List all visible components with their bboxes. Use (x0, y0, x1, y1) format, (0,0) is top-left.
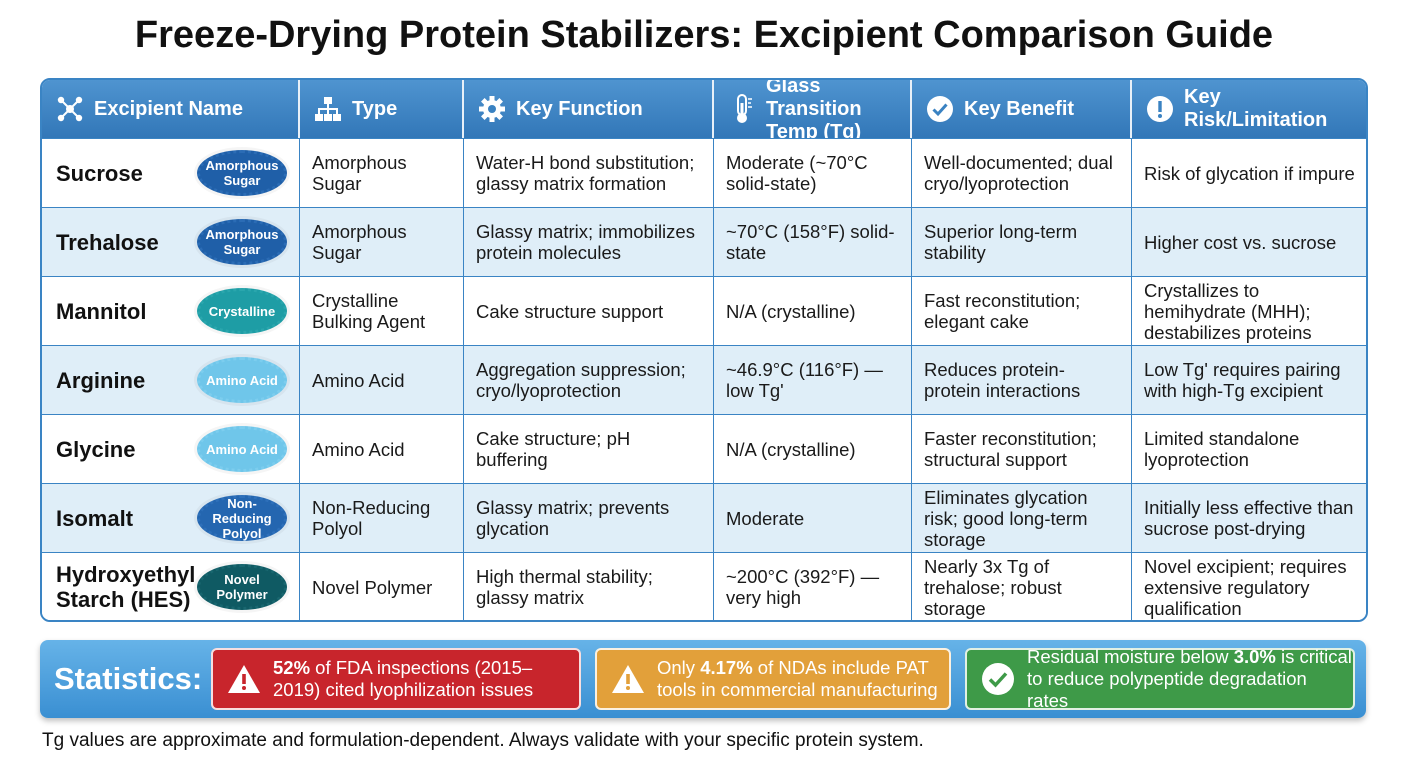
benefit-cell: Nearly 3x Tg of trehalose; robust storag… (912, 552, 1132, 620)
stat-highlight: 3.0% (1233, 646, 1276, 667)
excipient-name: Glycine (56, 436, 136, 462)
molecule-icon (56, 95, 84, 123)
stat-body: of NDAs include PAT tools in commercial … (657, 657, 938, 700)
header-key-risk: Key Risk/Limitation (1132, 80, 1366, 138)
excipient-name-cell: Trehalose Amorphous Sugar (42, 207, 300, 276)
header-label: Key Benefit (964, 97, 1075, 120)
stat-prefix: Residual moisture below (1027, 646, 1234, 667)
gear-icon (478, 95, 506, 123)
benefit-cell: Fast reconstitution; elegant cake (912, 276, 1132, 345)
hierarchy-icon (314, 95, 342, 123)
tg-cell: N/A (crystalline) (714, 276, 912, 345)
statistics-bar: Statistics: 52% of FDA inspections (2015… (40, 640, 1366, 718)
category-badge: Amino Acid (197, 426, 287, 472)
excipient-name-cell: Isomalt Non-Reducing Polyol (42, 483, 300, 552)
category-badge: Amorphous Sugar (197, 150, 287, 196)
benefit-cell: Superior long-term stability (912, 207, 1132, 276)
stat-residual-moisture: Residual moisture below 3.0% is critical… (965, 646, 1355, 712)
page-title: Freeze-Drying Protein Stabilizers: Excip… (134, 14, 1274, 56)
function-cell: Water-H bond substitution; glassy matrix… (464, 138, 714, 207)
benefit-cell: Eliminates glycation risk; good long-ter… (912, 483, 1132, 552)
excipient-name: Trehalose (56, 229, 159, 255)
tg-cell: N/A (crystalline) (714, 414, 912, 483)
category-badge: Amorphous Sugar (197, 219, 287, 265)
function-cell: Glassy matrix; prevents glycation (464, 483, 714, 552)
stat-highlight: 4.17% (700, 657, 753, 678)
tg-cell: ~46.9°C (116°F) — low Tg' (714, 345, 912, 414)
type-cell: Non-Reducing Polyol (300, 483, 464, 552)
header-label: Glass Transition Temp (Tg) (766, 78, 862, 143)
header-tg: Glass Transition Temp (Tg) (714, 80, 912, 143)
risk-cell: Initially less effective than sucrose po… (1132, 483, 1366, 552)
type-cell: Novel Polymer (300, 552, 464, 620)
header-label: Key Risk/Limitation (1184, 86, 1328, 131)
stat-nda-pat: Only 4.17% of NDAs include PAT tools in … (595, 648, 951, 710)
header-excipient-name: Excipient Name (42, 80, 300, 138)
statistics-label: Statistics: (54, 661, 203, 696)
function-cell: Aggregation suppression; cryo/lyoprotect… (464, 345, 714, 414)
tg-cell: Moderate (714, 483, 912, 552)
type-cell: Amino Acid (300, 345, 464, 414)
excipient-name-cell: Glycine Amino Acid (42, 414, 300, 483)
stat-fda-inspections: 52% of FDA inspections (2015–2019) cited… (211, 648, 581, 710)
stat-text: 52% of FDA inspections (2015–2019) cited… (273, 657, 579, 701)
excipient-name-cell: Arginine Amino Acid (42, 345, 300, 414)
stat-highlight: 52% (273, 657, 311, 678)
header-label: Excipient Name (94, 97, 243, 120)
tg-cell: Moderate (~70°C solid-state) (714, 138, 912, 207)
benefit-cell: Well-documented; dual cryo/lyoprotection (912, 138, 1132, 207)
risk-cell: Crystallizes to hemihydrate (MHH); desta… (1132, 276, 1366, 345)
thermometer-icon (728, 94, 756, 123)
header-type: Type (300, 80, 464, 138)
function-cell: Cake structure support (464, 276, 714, 345)
risk-cell: Low Tg' requires pairing with high-Tg ex… (1132, 345, 1366, 414)
excipient-name: Isomalt (56, 505, 134, 531)
function-cell: Cake structure; pH buffering (464, 414, 714, 483)
exclamation-circle-icon (1146, 95, 1174, 123)
excipient-table: Excipient Name Type Key Function Glass T… (40, 78, 1368, 622)
warning-icon (225, 660, 263, 698)
excipient-name-cell: Hydroxyethyl Starch (HES) Novel Polymer (42, 552, 300, 620)
stat-text: Only 4.17% of NDAs include PAT tools in … (657, 657, 949, 701)
tg-cell: ~200°C (392°F) — very high (714, 552, 912, 620)
type-cell: Amorphous Sugar (300, 138, 464, 207)
excipient-name-cell: Mannitol Crystalline (42, 276, 300, 345)
header-label: Key Function (516, 97, 643, 120)
risk-cell: Limited standalone lyoprotection (1132, 414, 1366, 483)
function-cell: Glassy matrix; immobilizes protein molec… (464, 207, 714, 276)
category-badge: Non-Reducing Polyol (197, 495, 287, 541)
benefit-cell: Faster reconstitution; structural suppor… (912, 414, 1132, 483)
excipient-name: Arginine (56, 367, 146, 393)
footnote: Tg values are approximate and formulatio… (42, 730, 924, 751)
header-key-function: Key Function (464, 80, 714, 138)
stat-text: Residual moisture below 3.0% is critical… (1027, 646, 1353, 712)
risk-cell: Higher cost vs. sucrose (1132, 207, 1366, 276)
benefit-cell: Reduces protein-protein interactions (912, 345, 1132, 414)
excipient-name: Mannitol (56, 298, 147, 324)
stat-body: is critical to reduce polypeptide degrad… (1027, 646, 1352, 711)
excipient-name: Hydroxyethyl Starch (HES) (56, 562, 196, 612)
warning-icon (609, 660, 647, 698)
tg-cell: ~70°C (158°F) solid-state (714, 207, 912, 276)
check-circle-icon (926, 95, 954, 123)
type-cell: Crystalline Bulking Agent (300, 276, 464, 345)
risk-cell: Novel excipient; requires extensive regu… (1132, 552, 1366, 620)
category-badge: Crystalline (197, 288, 287, 334)
type-cell: Amorphous Sugar (300, 207, 464, 276)
check-icon (979, 660, 1017, 698)
header-key-benefit: Key Benefit (912, 80, 1132, 138)
excipient-name-cell: Sucrose Amorphous Sugar (42, 138, 300, 207)
excipient-name: Sucrose (56, 160, 143, 186)
type-cell: Amino Acid (300, 414, 464, 483)
function-cell: High thermal stability; glassy matrix (464, 552, 714, 620)
header-label: Type (352, 97, 398, 120)
category-badge: Amino Acid (197, 357, 287, 403)
stat-prefix: Only (657, 657, 701, 678)
risk-cell: Risk of glycation if impure (1132, 138, 1366, 207)
category-badge: Novel Polymer (197, 564, 287, 610)
stat-body: of FDA inspections (2015–2019) cited lyo… (273, 657, 534, 700)
